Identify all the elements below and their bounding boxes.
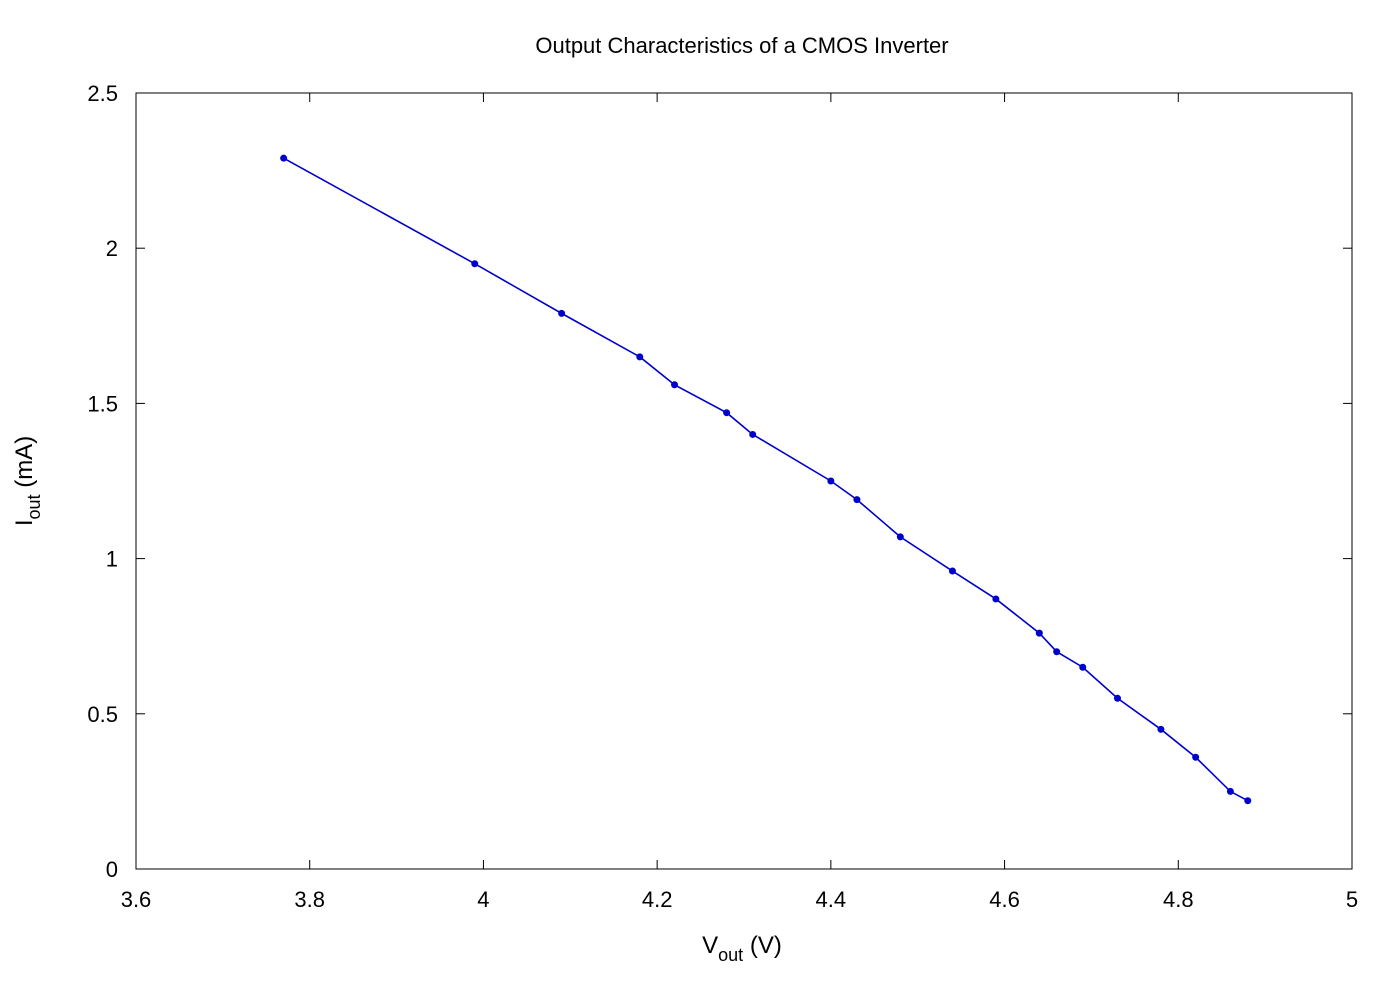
x-axis-label-unit: (V)	[743, 932, 782, 959]
y-tick-label: 0	[106, 857, 118, 882]
y-axis-label-main: I	[11, 520, 38, 527]
series-line	[283, 157, 1249, 802]
x-tick-label: 4.8	[1163, 887, 1194, 912]
plot-area-frame	[135, 92, 1353, 870]
data-point	[636, 353, 644, 361]
data-point	[992, 595, 1000, 603]
data-point	[948, 567, 956, 575]
data-point	[1244, 797, 1252, 805]
data-point	[1053, 648, 1061, 656]
x-axis-label-sub: out	[718, 945, 743, 965]
data-point	[671, 381, 679, 389]
data-point	[853, 496, 861, 504]
y-tick-label: 0.5	[87, 702, 118, 727]
y-tick-label: 2	[106, 236, 118, 261]
x-tick-label: 4	[477, 887, 489, 912]
data-point	[280, 154, 288, 162]
x-tick-label: 4.2	[642, 887, 673, 912]
data-point	[896, 533, 904, 541]
y-tick-label: 1.5	[87, 391, 118, 416]
chart-title: Output Characteristics of a CMOS Inverte…	[535, 33, 948, 58]
y-axis-tick-labels: 0 0.5 1 1.5 2 2.5	[87, 81, 118, 882]
data-point	[749, 430, 757, 438]
x-tick-label: 4.6	[989, 887, 1020, 912]
data-point	[827, 477, 835, 485]
x-tick-label: 3.8	[294, 887, 325, 912]
data-point	[1113, 694, 1121, 702]
y-axis-label-unit: (mA)	[11, 436, 38, 495]
x-axis-ticks	[135, 93, 1353, 869]
y-axis-label: Iout (mA)	[11, 436, 44, 526]
x-tick-label: 4.4	[816, 887, 847, 912]
x-axis-label-main: V	[702, 932, 718, 959]
x-axis-tick-labels: 3.6 3.8 4 4.2 4.4 4.6 4.8 5	[121, 887, 1358, 912]
data-point	[558, 309, 566, 317]
data-point	[1079, 663, 1087, 671]
x-axis-label: Vout (V)	[702, 932, 782, 965]
y-axis-ticks	[136, 92, 1352, 870]
data-point	[471, 260, 479, 268]
y-tick-label: 1	[106, 547, 118, 572]
data-point	[1192, 753, 1200, 761]
y-axis-label-sub: out	[24, 494, 44, 519]
x-tick-label: 3.6	[121, 887, 152, 912]
data-point	[1226, 787, 1234, 795]
data-point	[1035, 629, 1043, 637]
x-tick-label: 5	[1346, 887, 1358, 912]
data-point	[723, 409, 731, 417]
data-point	[1157, 725, 1165, 733]
data-series	[280, 154, 1252, 805]
y-tick-label: 2.5	[87, 81, 118, 106]
